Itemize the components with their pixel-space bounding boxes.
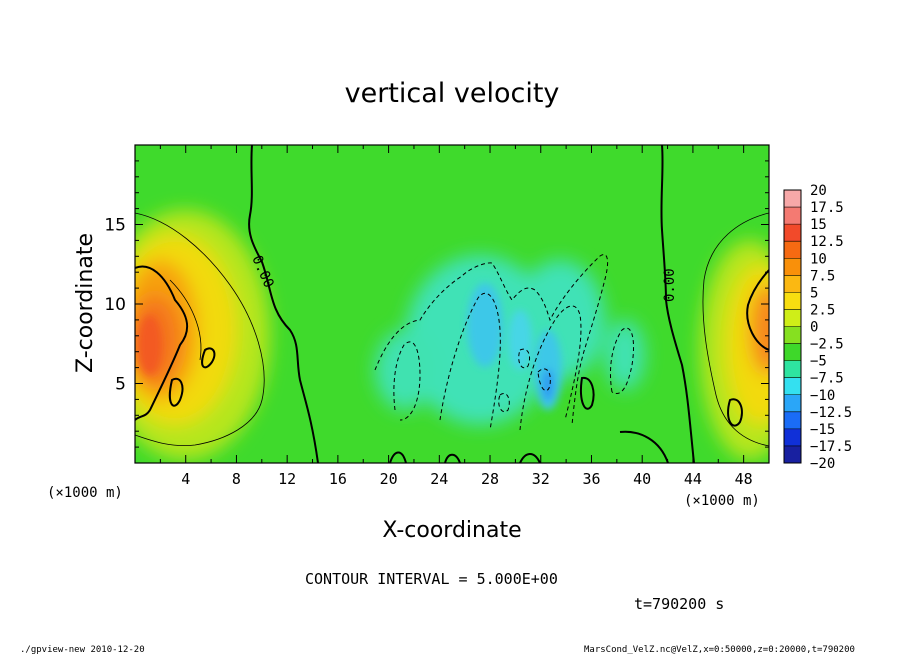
field-red-left bbox=[138, 315, 162, 375]
x-tick-label: 8 bbox=[232, 470, 241, 488]
colorbar-swatch bbox=[784, 445, 801, 464]
contour-zero-leftcore bbox=[135, 265, 189, 421]
time-label: t=790200 s bbox=[634, 595, 724, 613]
colorbar-swatch bbox=[784, 207, 801, 225]
contour-positive-left bbox=[135, 212, 265, 447]
contour-zero-bottom3 bbox=[619, 430, 669, 463]
program-label: ./gpview-new 2010-12-20 bbox=[20, 645, 145, 654]
colorbar-swatch bbox=[784, 275, 801, 293]
contour-interval: CONTOUR INTERVAL = 5.000E+00 bbox=[305, 570, 558, 588]
contour-zero-blob4 bbox=[727, 398, 743, 427]
x-tick-label: 44 bbox=[684, 470, 702, 488]
colorbar-label: −10 bbox=[810, 388, 835, 404]
contour-negative-leftblob bbox=[393, 341, 421, 421]
colorbar-label: 10 bbox=[810, 251, 827, 267]
contour-zero-blob2 bbox=[168, 377, 184, 407]
y-tick-label: 15 bbox=[104, 216, 126, 236]
contour-zero-right bbox=[660, 145, 695, 463]
contour-zero-blob3 bbox=[580, 376, 595, 410]
x-unit-left: (×1000 m) bbox=[47, 485, 123, 501]
x-tick-label: 12 bbox=[278, 470, 296, 488]
x-tick-label: 36 bbox=[582, 470, 600, 488]
x-tick-label: 28 bbox=[481, 470, 499, 488]
colorbar-swatch bbox=[784, 343, 801, 362]
colorbar-label: 5 bbox=[810, 285, 818, 301]
colorbar-label: −15 bbox=[810, 422, 835, 438]
y-tick-label: 5 bbox=[115, 375, 126, 395]
colorbar-swatch bbox=[784, 292, 801, 310]
field-right-orange bbox=[750, 285, 769, 375]
colorbar-swatch bbox=[784, 394, 801, 413]
colorbar-label: 0 bbox=[810, 320, 818, 336]
contour-zero-bottom4 bbox=[519, 453, 541, 463]
colorbar-label: 17.5 bbox=[810, 200, 844, 216]
colorbar-label: −12.5 bbox=[810, 405, 852, 421]
contour-lines-positive bbox=[135, 212, 769, 447]
contour-negative-main bbox=[374, 254, 609, 426]
contour-negative-inner1 bbox=[439, 292, 501, 431]
contour-zero-bottom1 bbox=[389, 451, 407, 463]
y-tick-label: 10 bbox=[104, 295, 126, 315]
colorbar-swatch bbox=[784, 326, 801, 345]
x-tick-label: 40 bbox=[633, 470, 651, 488]
colorbar-swatch bbox=[784, 377, 801, 396]
field-deepblue-32 bbox=[542, 369, 554, 401]
contour-zero-rightcore bbox=[746, 269, 769, 351]
x-axis-title: X-coordinate bbox=[382, 518, 521, 543]
colorbar-swatch bbox=[784, 190, 801, 208]
colorbar-swatch bbox=[784, 428, 801, 447]
field-blue-30 bbox=[508, 310, 532, 370]
colorbar-swatch bbox=[784, 360, 801, 379]
colorbar-label: −20 bbox=[810, 456, 835, 472]
colorbar-swatch bbox=[784, 241, 801, 259]
plot-area: 0.00 0.00 bbox=[135, 145, 769, 463]
x-tick-label: 4 bbox=[181, 470, 190, 488]
heatmap-field-detail bbox=[138, 283, 562, 410]
colorbar-label: 15 bbox=[810, 217, 827, 233]
colorbar-label: −17.5 bbox=[810, 439, 852, 455]
colorbar-label: 7.5 bbox=[810, 268, 835, 284]
x-tick-label: 32 bbox=[532, 470, 550, 488]
field-right-cyan bbox=[605, 320, 645, 390]
chart-title: vertical velocity bbox=[345, 78, 560, 109]
contour-negative-small1 bbox=[518, 348, 531, 369]
x-axis: 4 8 12 16 20 24 28 32 36 40 44 48 bbox=[159, 145, 753, 488]
contour-label-right: 0.00 bbox=[662, 268, 678, 302]
colorbar-label: −2.5 bbox=[810, 337, 844, 353]
colorbar-label: 12.5 bbox=[810, 234, 844, 250]
colorbar-label: −5 bbox=[810, 354, 827, 370]
contour-negative-small2 bbox=[498, 393, 510, 413]
contour-lines-zero bbox=[135, 145, 769, 463]
contour-zero-blob1 bbox=[201, 347, 216, 369]
colorbar-swatch bbox=[784, 411, 801, 430]
y-axis: 5 10 15 bbox=[104, 160, 769, 448]
contour-zero-bottom2 bbox=[444, 453, 461, 463]
contour-negative-inner2 bbox=[519, 305, 582, 431]
contour-positive-leftinner bbox=[169, 279, 202, 361]
field-blue-28 bbox=[467, 283, 503, 367]
x-tick-label: 16 bbox=[329, 470, 347, 488]
colorbar-label: 2.5 bbox=[810, 302, 835, 318]
contour-zero-left bbox=[248, 145, 319, 463]
y-axis-title: Z-coordinate bbox=[73, 233, 98, 373]
x-tick-label: 24 bbox=[430, 470, 448, 488]
field-left-cyan bbox=[375, 330, 435, 410]
colorbar-swatch bbox=[784, 309, 801, 327]
colorbar-label: −7.5 bbox=[810, 371, 844, 387]
source-label: MarsCond_VelZ.nc@VelZ,x=0:50000,z=0:2000… bbox=[584, 645, 855, 654]
contour-lines-negative bbox=[374, 254, 635, 431]
colorbar-label: 20 bbox=[810, 183, 827, 199]
contour-negative-rightblob bbox=[609, 327, 635, 394]
colorbar-swatch bbox=[784, 224, 801, 242]
x-tick-label: 20 bbox=[380, 470, 398, 488]
contour-positive-right bbox=[702, 212, 769, 447]
colorbar-swatch bbox=[784, 258, 801, 276]
x-unit-right: (×1000 m) bbox=[684, 493, 760, 509]
x-tick-label: 48 bbox=[735, 470, 753, 488]
